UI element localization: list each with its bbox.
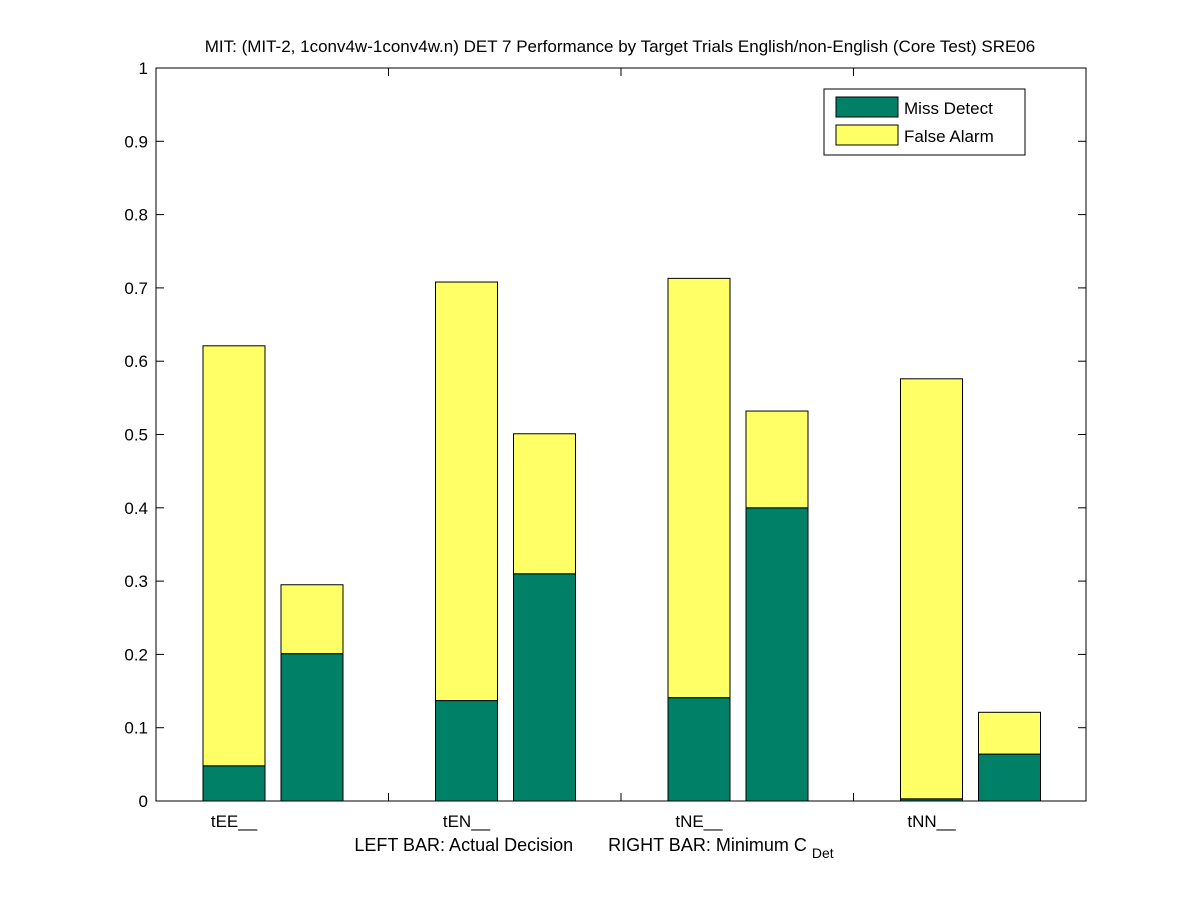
bar-false-alarm-actual — [900, 378, 963, 800]
y-tick-label: 0 — [139, 792, 148, 811]
bar-miss-minimum — [513, 573, 576, 802]
bar-miss-actual — [435, 700, 498, 802]
bar-false-alarm-minimum — [745, 410, 809, 509]
bar-miss-minimum — [745, 507, 809, 802]
x-axis-label-left: LEFT BAR: Actual Decision — [354, 835, 573, 855]
y-tick-label: 0.1 — [124, 719, 148, 738]
y-tick-label: 0.8 — [124, 206, 148, 225]
legend-swatch — [835, 96, 899, 118]
x-tick-label: tNN__ — [907, 812, 956, 831]
x-axis-label: LEFT BAR: Actual Decision RIGHT BAR: Min… — [354, 835, 833, 861]
y-tick-label: 0.9 — [124, 132, 148, 151]
bar-false-alarm-minimum — [513, 433, 576, 575]
legend-label: False Alarm — [904, 127, 994, 146]
bar-false-alarm-actual — [435, 281, 498, 702]
x-tick-label: tEE__ — [211, 812, 258, 831]
x-axis-label-right: RIGHT BAR: Minimum C — [608, 835, 807, 855]
bar-miss-actual — [202, 765, 266, 802]
y-tick-label: 0.5 — [124, 426, 148, 445]
y-tick-label: 0.6 — [124, 352, 148, 371]
bar-false-alarm-actual — [667, 277, 731, 699]
x-axis-label-subscript: Det — [812, 845, 834, 861]
x-tick-label: tEN__ — [443, 812, 491, 831]
y-tick-label: 0.3 — [124, 572, 148, 591]
legend: Miss Detect False Alarm — [823, 88, 1026, 156]
axes-box — [155, 67, 1087, 802]
bar-miss-actual — [667, 697, 731, 802]
bar-false-alarm-actual — [202, 345, 266, 767]
bar-miss-minimum — [978, 753, 1041, 802]
y-tick-label: 0.2 — [124, 645, 148, 664]
bars-layer — [202, 277, 1041, 802]
axes-layer: tEE__ tEN__ tNE__ tNN__ 0 0.1 0.2 0.3 0.4 0.5 0.6 0… — [124, 59, 1087, 831]
y-tick-label: 1 — [139, 59, 148, 78]
legend-swatch — [835, 124, 899, 146]
y-tick-label: 0.7 — [124, 279, 148, 298]
chart-title: MIT: (MIT-2, 1conv4w-1conv4w.n) DET 7 Pe… — [205, 37, 1036, 56]
y-tick-label: 0.4 — [124, 499, 148, 518]
legend-label: Miss Detect — [904, 99, 993, 118]
bar-false-alarm-minimum — [978, 711, 1041, 755]
bar-miss-minimum — [280, 653, 344, 802]
bar-false-alarm-minimum — [280, 584, 344, 655]
x-tick-label: tNE__ — [675, 812, 723, 831]
